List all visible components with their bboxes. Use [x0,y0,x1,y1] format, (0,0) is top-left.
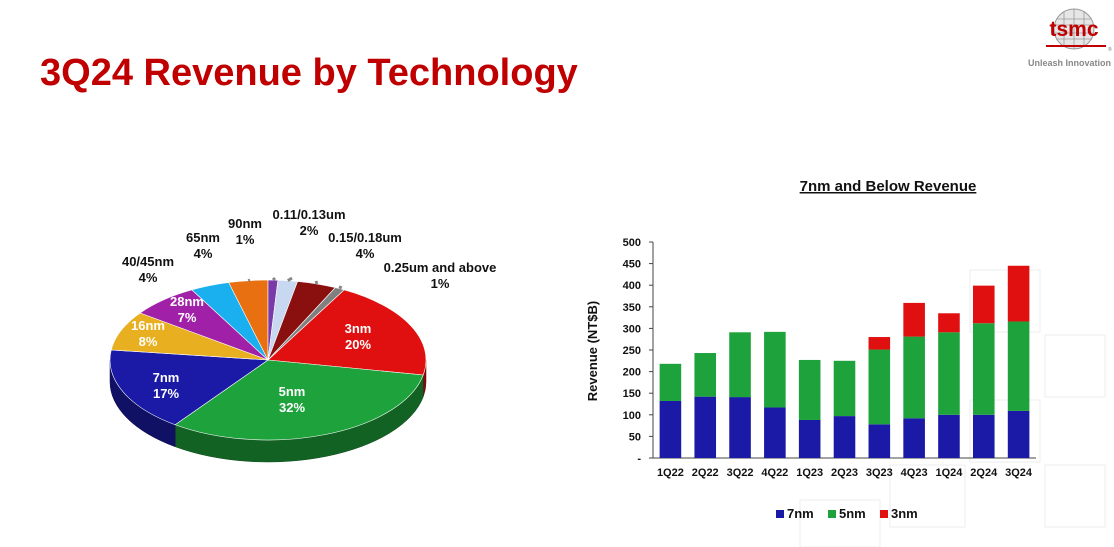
x-tick-label: 3Q23 [866,467,893,479]
bar-5nm-3q23 [868,349,891,425]
pie-value-0-25um-and-above: 1% [431,276,450,291]
y-tick-label: 200 [623,367,641,379]
bar-3nm-1q24 [938,313,960,333]
y-tick-label: 250 [623,345,641,357]
y-tick-label: 300 [623,323,641,335]
y-tick-label: 450 [623,259,641,271]
pie-label-0-25um-and-above: 0.25um and above [384,260,497,275]
bar-3nm-3q24 [1007,265,1030,322]
legend-label-7nm: 7nm [787,506,814,521]
pie-value-3nm: 20% [345,337,371,352]
legend-label-3nm: 3nm [891,506,918,521]
legend-swatch-3nm [880,510,888,518]
x-tick-label: 1Q22 [657,467,684,479]
pie-label-0-15-0-18um: 0.15/0.18um [328,230,402,245]
pie-label-65nm: 65nm [186,230,220,245]
logo-tagline: Unleash Innovation [1028,58,1112,68]
bar-7nm-1q22 [659,400,682,458]
pie-value-28nm: 7% [178,310,197,325]
bar-7nm-2q22 [694,396,717,458]
pie-slice-3nm [267,289,427,376]
legend-swatch-5nm [828,510,836,518]
stacked-bar-chart: 7nm and Below Revenue Revenue (NT$B) - 50… [585,178,1036,521]
bar-7nm-1q24 [938,414,960,458]
bar-chart-title: 7nm and Below Revenue [800,178,977,195]
bar-3nm-4q23 [903,302,925,337]
bar-7nm-3q23 [868,424,891,458]
bar-5nm-4q23 [903,336,925,419]
x-tick-label: 4Q22 [761,467,788,479]
y-tick-label: - [637,453,641,465]
y-tick-label: 400 [623,280,641,292]
bar-5nm-3q22 [729,332,751,398]
bar-3nm-3q23 [868,337,891,350]
pie-value-16nm: 8% [139,334,158,349]
x-tick-label: 3Q24 [1005,467,1033,479]
bar-7nm-4q23 [903,418,925,458]
page-title: 3Q24 Revenue by Technology [40,52,578,94]
bar-5nm-4q22 [764,331,786,408]
pie-value-0-11-0-13um: 2% [300,223,319,238]
pie-label-0-11-0-13um: 0.11/0.13um [273,207,346,222]
pie-value-7nm: 17% [153,386,179,401]
pie-slice-7nm [109,349,269,426]
x-tick-label: 1Q24 [935,467,963,479]
bar-5nm-1q24 [938,332,960,415]
legend-label-5nm: 5nm [839,506,866,521]
pie-chart: 3nm20%5nm32%7nm17%16nm8%28nm7%40/45nm4%6… [109,207,497,463]
bar-7nm-1q23 [798,419,821,458]
pie-label-16nm: 16nm [131,318,165,333]
bar-chart-ylabel: Revenue (NT$B) [585,301,600,401]
bar-5nm-2q22 [694,353,717,397]
y-tick-label: 100 [623,410,641,422]
pie-leader-0-25um-and-above [338,285,343,290]
pie-slice-5nm [174,359,424,441]
bar-5nm-2q23 [833,360,856,417]
y-tick-label: 500 [623,237,641,249]
pie-leader-0-15-0-18um [314,280,319,285]
pie-label-5nm: 5nm [279,384,306,399]
pie-value-90nm: 1% [236,232,255,247]
logo-text: tsmc [1049,18,1098,41]
pie-label-40-45nm: 40/45nm [122,254,174,269]
x-tick-label: 1Q23 [796,467,823,479]
bar-7nm-3q24 [1007,410,1030,458]
bar-7nm-3q22 [729,397,751,458]
svg-text:®: ® [1108,46,1112,53]
bar-5nm-3q24 [1007,321,1030,411]
pie-value-5nm: 32% [279,400,305,415]
pie-value-0-15-0-18um: 4% [356,246,375,261]
pie-label-3nm: 3nm [345,321,372,336]
pie-leader-65nm [247,278,251,283]
x-tick-label: 3Q22 [727,467,754,479]
bar-5nm-2q24 [972,323,995,415]
pie-label-28nm: 28nm [170,294,204,309]
bar-5nm-1q23 [798,359,821,420]
pie-label-7nm: 7nm [153,370,180,385]
legend-swatch-7nm [776,510,784,518]
y-tick-label: 350 [623,302,641,314]
pie-value-65nm: 4% [194,246,213,261]
x-tick-label: 4Q23 [901,467,928,479]
bar-7nm-4q22 [764,407,786,458]
x-tick-label: 2Q22 [692,467,719,479]
pie-value-40-45nm: 4% [139,270,158,285]
x-tick-label: 2Q24 [970,467,998,479]
bar-7nm-2q23 [833,416,856,458]
pie-label-90nm: 90nm [228,216,262,231]
bar-3nm-2q24 [972,285,995,324]
pie-leader-0-11-0-13um [287,276,293,282]
y-tick-label: 50 [629,431,641,443]
bar-5nm-1q22 [659,363,682,401]
y-tick-label: 150 [623,388,641,400]
tsmc-logo: tsmc ® [1046,8,1112,53]
pie-leader-90nm [271,276,277,282]
bar-7nm-2q24 [972,414,995,458]
x-tick-label: 2Q23 [831,467,858,479]
